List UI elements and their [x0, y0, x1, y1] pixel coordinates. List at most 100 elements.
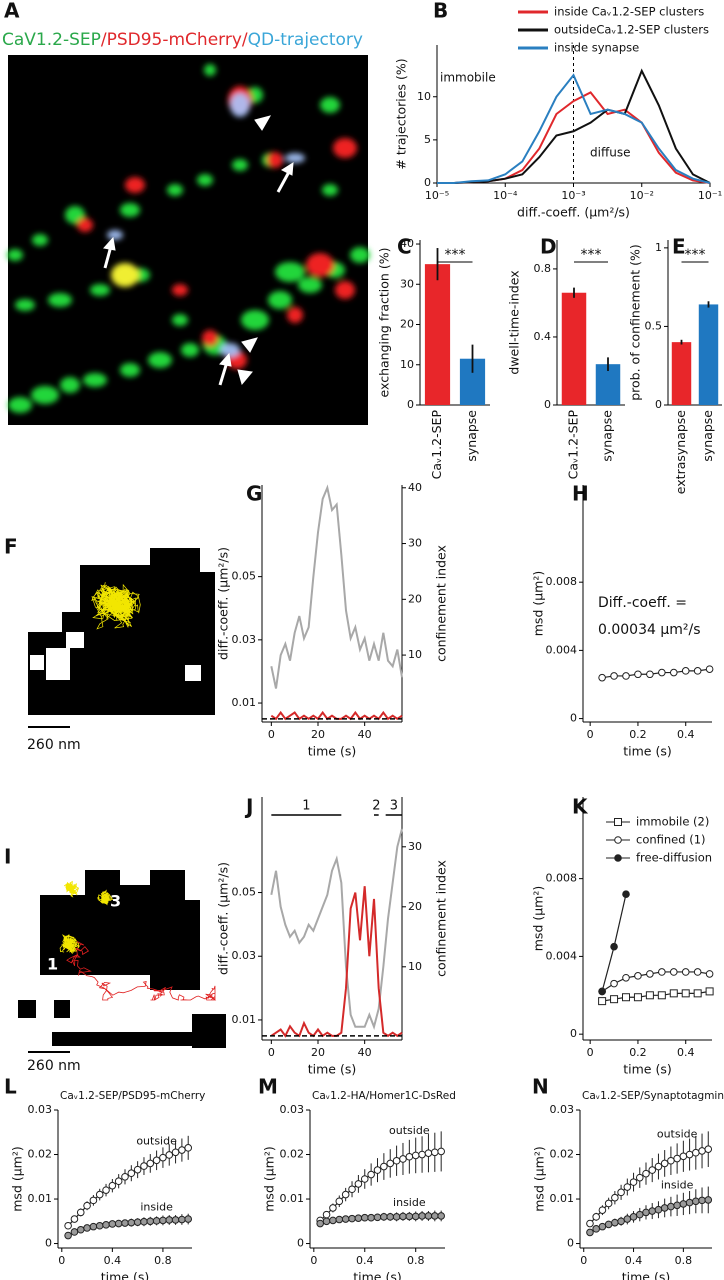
series-line: [270, 484, 403, 689]
title-part: CaV1.2-SEP: [2, 30, 101, 50]
marker: [171, 1148, 180, 1157]
x-axis-label: time (s): [308, 744, 356, 759]
marker: [673, 1154, 681, 1163]
marker: [373, 1166, 382, 1174]
marker: [622, 973, 630, 982]
blob: [268, 291, 292, 309]
scale-label: 260 nm: [27, 737, 81, 753]
y-tick-label: 40: [400, 237, 414, 250]
y-tick-label: 0.03: [232, 633, 257, 646]
marker: [348, 1185, 356, 1194]
marker: [399, 1212, 407, 1221]
bar: [561, 292, 587, 405]
marker: [335, 1215, 344, 1224]
marker: [114, 1219, 123, 1228]
panel-i: I 2 3 1 260 nm: [4, 845, 226, 1074]
marker: [184, 1215, 193, 1223]
segment-label: 1: [47, 955, 58, 974]
synapse-mask: [40, 870, 200, 990]
x-tick-label: 0: [268, 1046, 275, 1059]
marker: [658, 668, 666, 677]
marker: [679, 1200, 688, 1208]
significance: ***: [445, 247, 466, 263]
blob: [15, 299, 35, 311]
bar: [424, 264, 451, 405]
panel-label: G: [246, 482, 262, 506]
trajectory-path: [66, 941, 217, 1001]
marker: [360, 1213, 369, 1222]
marker: [367, 1170, 375, 1179]
synapse-mask: [28, 548, 215, 715]
legend-label: inside Caᵥ1.2-SEP clusters: [554, 5, 704, 19]
blob: [65, 206, 85, 224]
x-tick-label: 0.2: [629, 1046, 647, 1059]
marker: [610, 979, 618, 988]
trajectory-path: [63, 880, 80, 898]
series-label: inside: [140, 1200, 173, 1213]
marker: [705, 987, 714, 996]
y-tick-label: 0.004: [546, 949, 578, 962]
mask-hole: [66, 632, 84, 648]
marker: [681, 989, 690, 998]
series-line: [602, 990, 710, 1002]
y-tick-label: 0.02: [550, 1148, 575, 1161]
y-tick-label: 0.02: [280, 1148, 305, 1161]
y2-tick-label: 30: [408, 537, 422, 550]
y2-axis-label: confinement index: [434, 860, 449, 977]
panel-label: A: [4, 0, 20, 23]
marker: [660, 1204, 669, 1212]
legend-label: inside synapse: [554, 41, 639, 55]
series-line: [270, 828, 403, 1031]
x-tick-label: synapse: [700, 410, 715, 462]
y-tick-label: 0.01: [28, 1192, 53, 1205]
marker: [437, 1147, 445, 1156]
marker: [431, 1148, 439, 1157]
marker: [70, 1215, 79, 1223]
blob: [298, 277, 322, 293]
y-tick-label: 10: [417, 90, 431, 103]
series-label: outside: [389, 1124, 430, 1137]
y-tick-label: 0: [45, 1237, 52, 1250]
blob: [172, 314, 188, 326]
y-axis-label: diff.-coeff. (µm²/s): [216, 862, 231, 975]
y2-tick-label: 10: [408, 648, 422, 661]
y-tick-label: 1: [655, 241, 662, 254]
x-tick-label: 0: [268, 728, 275, 741]
marker: [411, 1151, 420, 1160]
marker: [367, 1213, 375, 1222]
y-tick-label: 0.02: [28, 1148, 53, 1161]
y-tick-label: 0: [424, 176, 431, 189]
y-tick-label: 0.008: [546, 575, 578, 588]
x-tick-label: Caᵥ1.2-SEP: [566, 410, 581, 480]
y-tick-label: 0.01: [232, 1013, 257, 1026]
marker: [705, 665, 714, 673]
y-axis-label: dwell-time-index: [507, 270, 522, 374]
x-tick-label: extrasynapse: [673, 410, 688, 495]
marker: [418, 1150, 426, 1159]
legend-label: confined (1): [636, 833, 706, 847]
blob: [111, 263, 139, 287]
x-tick-label: 0: [587, 1046, 594, 1059]
annotation: 0.00034 µm²/s: [598, 622, 701, 638]
y-tick-label: 10: [400, 358, 414, 371]
blob: [197, 174, 213, 186]
marker: [646, 670, 654, 679]
x-tick-label: 0: [587, 728, 594, 741]
series-line: [270, 710, 403, 721]
marker: [681, 968, 690, 976]
trajectory-path: [59, 934, 80, 954]
x-tick-label: 20: [311, 728, 325, 741]
marker: [108, 1220, 117, 1228]
marker: [418, 1212, 426, 1220]
y-tick-label: 0.01: [280, 1192, 305, 1205]
marker: [704, 1196, 713, 1204]
marker: [673, 1201, 681, 1210]
marker: [146, 1217, 155, 1226]
blob: [148, 352, 172, 368]
marker: [140, 1162, 148, 1170]
marker: [152, 1217, 161, 1225]
marker: [114, 1177, 123, 1186]
panel-label: H: [572, 482, 589, 506]
y-tick-label: 0: [570, 712, 577, 725]
